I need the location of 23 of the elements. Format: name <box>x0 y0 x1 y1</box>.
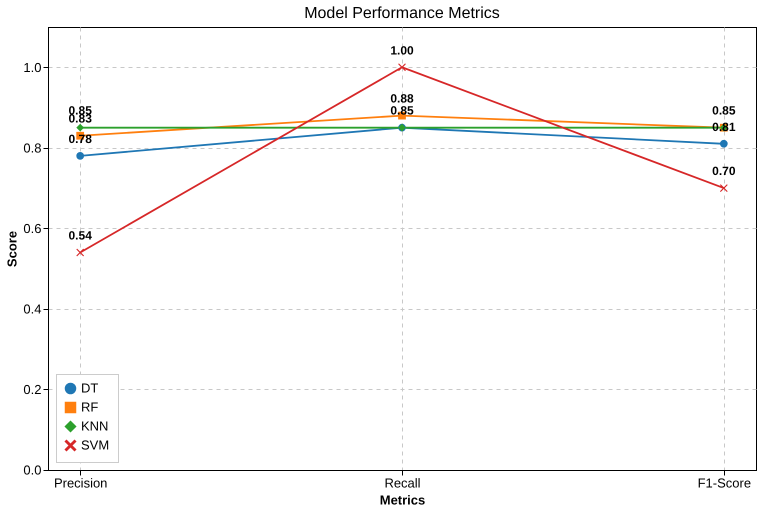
y-axis-title: Score <box>4 230 20 268</box>
data-label: 0.88 <box>390 92 414 106</box>
legend-label: RF <box>81 400 98 414</box>
x-axis-title: Metrics <box>380 492 426 508</box>
x-tick-label: Recall <box>384 476 421 490</box>
data-label: 0.78 <box>68 132 92 146</box>
data-label: 0.70 <box>712 164 736 178</box>
data-label: 0.85 <box>712 104 736 118</box>
data-label: 1.00 <box>390 43 414 58</box>
y-tick-label: 0.4 <box>23 301 42 316</box>
y-tick-label: 0.8 <box>23 140 42 156</box>
legend-label: KNN <box>81 418 108 434</box>
legend-label: SVM <box>81 438 110 452</box>
y-tick-label: 0.0 <box>23 462 42 478</box>
chart-title: Model Performance Metrics <box>304 5 500 22</box>
data-label: 0.54 <box>68 228 92 243</box>
legend-label: DT <box>81 380 98 396</box>
y-tick-label: 0.6 <box>23 220 42 236</box>
y-tick-label: 0.2 <box>23 382 42 397</box>
data-label: 0.85 <box>390 104 414 118</box>
y-tick-label: 1.0 <box>23 60 42 75</box>
x-tick-label: Precision <box>54 476 108 490</box>
x-tick-label: F1-Score <box>698 476 752 490</box>
